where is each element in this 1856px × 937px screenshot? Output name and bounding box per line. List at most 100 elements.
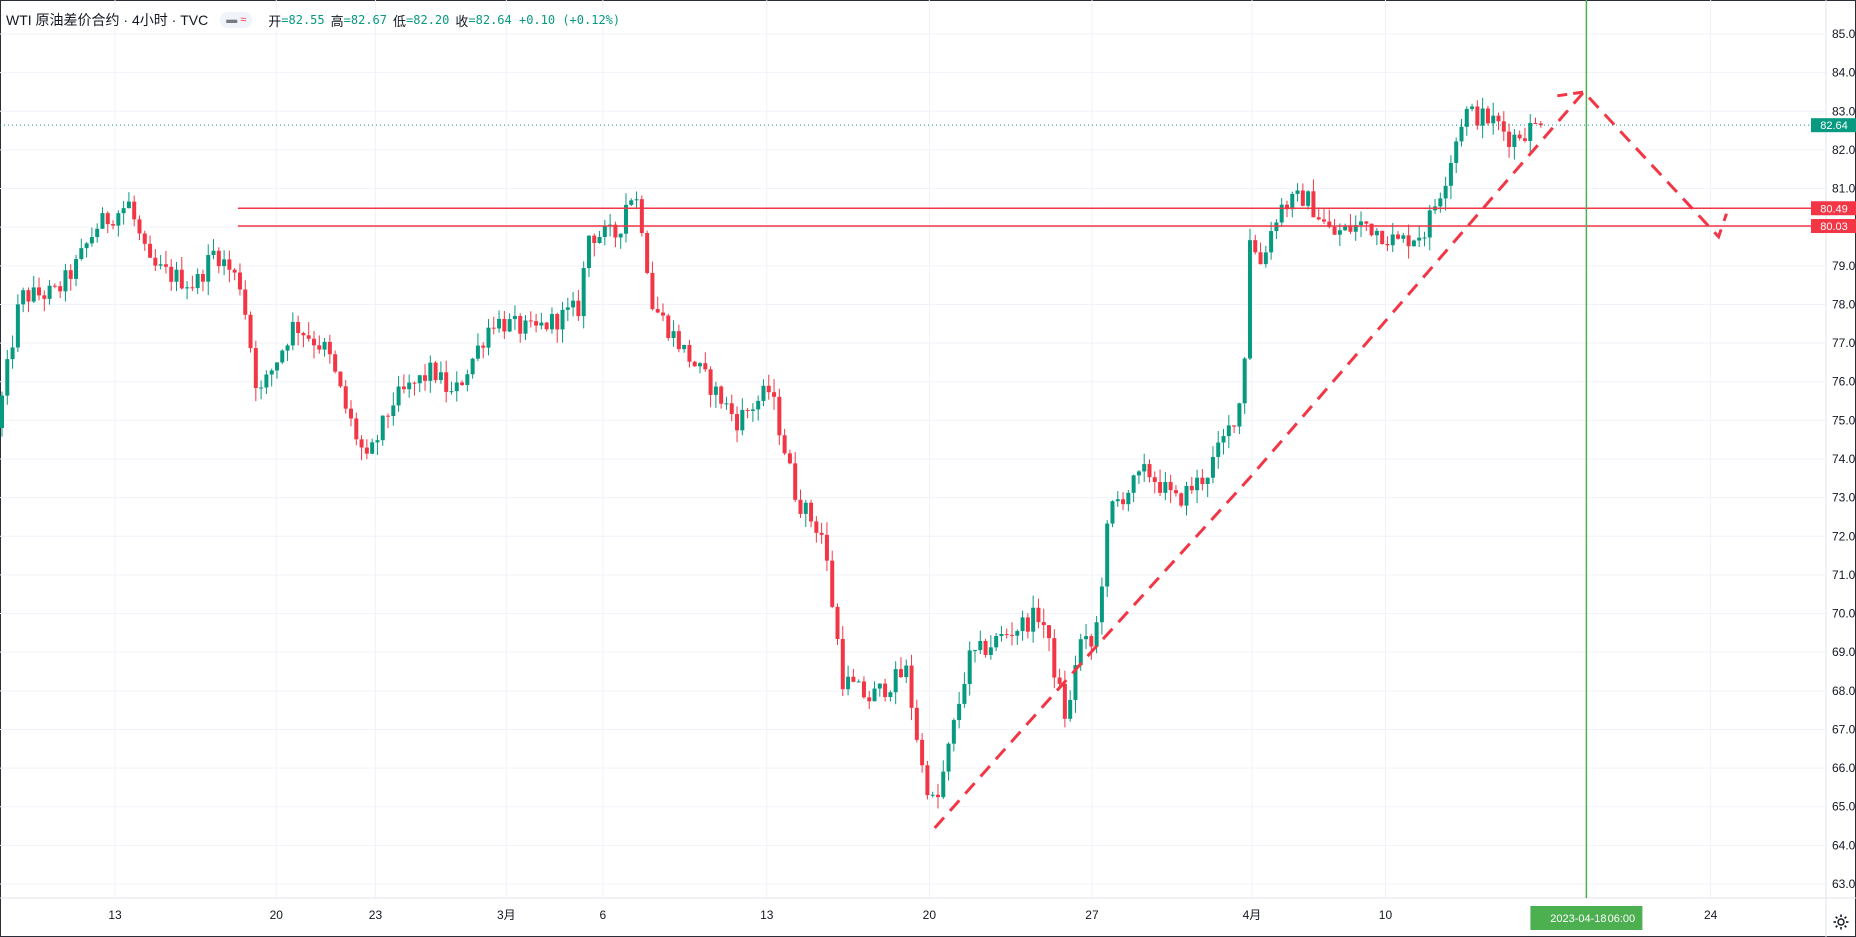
candle-body [528, 320, 533, 322]
candle-body [274, 362, 279, 371]
candle-body [481, 345, 486, 348]
candle-body [301, 332, 306, 336]
candle-body [920, 739, 925, 766]
candle-body [560, 309, 565, 330]
candle-body [1380, 230, 1385, 244]
candle-body [798, 499, 803, 514]
open-value: =82.55 [281, 13, 325, 27]
candle-body [544, 322, 549, 330]
candle-body [153, 257, 158, 266]
wave-icon[interactable]: ≈ [240, 14, 247, 26]
candle-body [449, 391, 454, 393]
price-tick-label: 77.00 [1832, 336, 1856, 350]
candle-body [835, 606, 840, 639]
candle-body [58, 286, 63, 292]
candle-body [972, 650, 977, 652]
candle-body [253, 348, 258, 389]
candle-body [772, 392, 777, 397]
candle-body [634, 199, 639, 201]
candle-body [63, 270, 68, 292]
candle-body [10, 347, 15, 360]
candle-body [1359, 221, 1364, 226]
candle-body [1522, 138, 1527, 141]
candle-body [994, 636, 999, 648]
price-tick-label: 70.00 [1832, 607, 1856, 621]
candle-body [1306, 191, 1311, 206]
time-tick-label: 20 [270, 908, 284, 922]
minus-icon[interactable]: ▬ [226, 14, 238, 26]
candle-body [1507, 131, 1512, 147]
price-tick-label: 69.00 [1832, 645, 1856, 659]
candle-body [1322, 219, 1326, 222]
candle-body [1290, 193, 1295, 210]
candle-body [1300, 190, 1305, 206]
candle-body [592, 235, 597, 243]
candle-body [1279, 204, 1284, 223]
candle-body [861, 681, 866, 698]
time-tick-label: 3月 [497, 908, 516, 922]
candle-body [782, 435, 787, 454]
candle-body [951, 720, 956, 744]
candle-body [1142, 464, 1147, 472]
candle-body [1152, 477, 1157, 483]
last-price-tag-label: 82.64 [1820, 120, 1848, 132]
candle-body [1195, 477, 1200, 491]
candle-body [623, 204, 628, 234]
candle-body [1253, 240, 1258, 253]
candle-body [1068, 699, 1073, 719]
symbol-legend: WTI 原油差价合约 · 4小时 · TVC ▬ ≈ 开 =82.55 高 =82.… [6, 9, 622, 31]
candle-body [597, 236, 602, 243]
candle-body [507, 319, 512, 332]
forecast-path[interactable] [933, 89, 1728, 829]
candle-body [1406, 235, 1411, 247]
symbol-title[interactable]: WTI 原油差价合约 · 4小时 · TVC [6, 12, 209, 28]
candle-body [89, 237, 94, 244]
candle-body [1226, 425, 1231, 437]
candle-body [1459, 126, 1464, 142]
gear-icon[interactable] [1832, 913, 1850, 931]
candle-body [1316, 217, 1321, 220]
candle-body [333, 354, 338, 372]
candle-body [211, 250, 216, 256]
candle-body [1422, 237, 1427, 239]
candle-body [914, 707, 919, 740]
candle-body [1200, 477, 1205, 484]
candle-body [787, 453, 792, 464]
price-tick-label: 67.00 [1832, 722, 1856, 736]
candle-body [1427, 210, 1432, 238]
candle-body [1062, 683, 1067, 719]
candle-body [290, 322, 295, 346]
candle-body [100, 213, 105, 229]
candle-body [1168, 482, 1173, 491]
candle-body [687, 344, 692, 362]
candle-body [1438, 198, 1443, 207]
candle-body [793, 463, 798, 500]
candle-body [840, 638, 845, 690]
candle-body [396, 386, 401, 406]
close-label: 收 [455, 13, 469, 29]
candle-body [629, 200, 634, 205]
candle-body [1189, 485, 1194, 491]
candle-body [21, 290, 26, 305]
candle-body [1242, 358, 1247, 404]
candle-body [1533, 122, 1538, 124]
price-tick-label: 73.00 [1832, 491, 1856, 505]
candle-body [391, 405, 396, 416]
candle-body [809, 502, 814, 522]
candle-body [338, 371, 343, 387]
price-tick-label: 66.00 [1832, 761, 1856, 775]
candle-body [401, 386, 406, 390]
price-tick-label: 84.00 [1832, 66, 1856, 80]
candle-body [1369, 223, 1374, 236]
candle-body [206, 255, 211, 282]
candle-body [502, 318, 507, 332]
candle-body [1020, 617, 1025, 632]
candle-body [417, 375, 422, 384]
candle-body [713, 386, 718, 395]
indicator-toggle-pill[interactable]: ▬ ≈ [220, 12, 253, 28]
candle-body [708, 369, 713, 395]
candle-body [1332, 226, 1337, 235]
candle-body [1258, 252, 1263, 265]
forecast-cap[interactable] [1557, 90, 1585, 98]
